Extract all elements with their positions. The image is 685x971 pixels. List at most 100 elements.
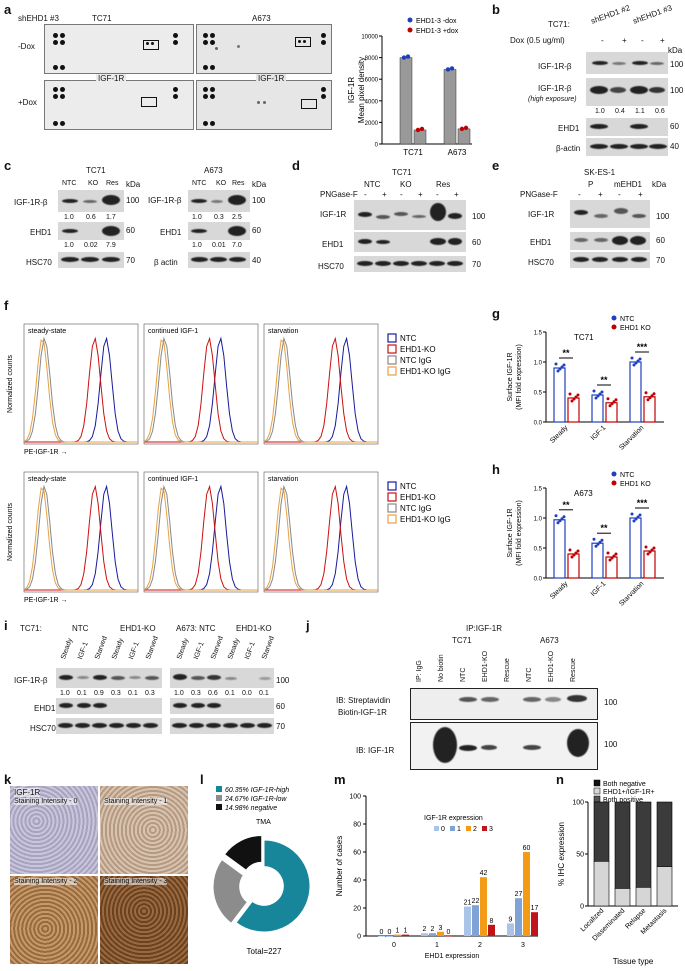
b-quant: 0.4 [615, 108, 625, 115]
c-marker: 70 [126, 256, 135, 265]
m-data-label: 3 [439, 925, 443, 932]
array-a673-plus-dox [196, 80, 332, 130]
m-ytick-label: 40 [353, 878, 361, 885]
f-condition-label: starvation [268, 476, 298, 483]
a-ylabel: IGF-1R [347, 77, 356, 103]
f-legend-swatch [387, 492, 397, 502]
f-legend-label: NTC [400, 482, 417, 491]
e-row3-label: HSC70 [528, 258, 554, 267]
h-point [568, 548, 572, 552]
h-point [592, 537, 596, 541]
m-bar [464, 906, 471, 936]
g-sig-label: ** [562, 348, 570, 358]
i-lane-label: Starved [210, 635, 225, 661]
m-legend-label: 0 [441, 826, 445, 833]
g-bar [629, 361, 642, 423]
d-marker: 60 [472, 238, 481, 247]
f-condition-label: steady-state [28, 476, 66, 483]
g-point [598, 392, 602, 396]
m-legend-swatch [434, 826, 439, 831]
c-lane: KO [88, 180, 99, 187]
m-legend-label: 3 [489, 826, 493, 833]
m-ytick-label: 60 [353, 850, 361, 857]
h-sig-label: *** [637, 498, 648, 508]
f-xlabel: PE-IGF-1R → [24, 597, 68, 604]
h-bar [553, 519, 566, 579]
i-quant: 0.3 [111, 690, 121, 697]
n-xlabel: Tissue type [613, 957, 654, 966]
h-point [648, 550, 652, 554]
i-blot-a673-ehd1 [170, 698, 274, 714]
i-ko2: EHD1-KO [236, 624, 272, 633]
d-sign: - [400, 190, 403, 199]
h-point [644, 545, 648, 549]
h-bar [591, 542, 604, 579]
a-bar [443, 69, 457, 145]
m-bar [378, 936, 385, 937]
g-xtick-label: Steady [549, 424, 570, 445]
m-xlabel: EHD1 expression [425, 953, 480, 960]
n-ytick-label: 0 [580, 904, 584, 911]
m-legend-label: 2 [473, 826, 477, 833]
i-ko: EHD1-KO [120, 624, 156, 633]
panel-label-d: d [292, 158, 300, 173]
f-legend-swatch [387, 514, 397, 524]
d-lane: KO [400, 180, 412, 189]
e-sign: - [578, 190, 581, 199]
h-point [560, 517, 564, 521]
panel-label-h: h [492, 462, 500, 477]
h-ytick-label: 0.0 [534, 577, 543, 583]
b-sh2: shEHD1 #2 [589, 3, 632, 26]
j-marker: 100 [604, 698, 618, 707]
d-blot-ehd1 [354, 232, 466, 252]
panel-label-e: e [492, 158, 500, 173]
c-blot-tc71-igf1r [58, 190, 124, 212]
d-row3-label: HSC70 [318, 262, 344, 271]
e-row1-label: IGF-1R [528, 210, 555, 219]
i-quant: 0.1 [77, 690, 87, 697]
m-data-label: 1 [396, 928, 400, 935]
n-legend-label: Both positive [603, 797, 643, 804]
f-histogram-curve [143, 484, 258, 591]
g-point [630, 356, 634, 360]
a-igf1r-box [143, 40, 159, 50]
a-row2: +Dox [18, 98, 37, 107]
c-lane: KO [216, 180, 227, 187]
b-dox: Dox (0.5 ug/ml) [510, 36, 565, 45]
f-histogram-curve [23, 484, 138, 591]
g-point [554, 362, 558, 366]
h-ytick-label: 0.5 [534, 547, 543, 553]
j-lane-label: No biotin [438, 654, 445, 682]
b-row3-label: EHD1 [558, 124, 580, 133]
j-ib2: IB: IGF-1R [356, 746, 395, 755]
c-cell1: TC71 [86, 166, 106, 175]
m-data-label: 0 [380, 929, 384, 936]
i-quant: 0.6 [208, 690, 218, 697]
i-blot-tc71-igf1r [56, 668, 162, 688]
c-marker: 100 [252, 196, 266, 205]
k-label: Staining Intensity - 2 [14, 878, 78, 885]
e-lane: P [588, 180, 594, 189]
n-legend-label: EHD1+/IGF-1R+ [603, 789, 655, 796]
c-quant: 1.7 [106, 214, 116, 221]
h-point [598, 540, 602, 544]
m-data-label: 17 [531, 905, 539, 912]
ihc-image-3 [100, 876, 188, 964]
g-legend-label: EHD1 KO [620, 325, 651, 332]
e-marker: 60 [656, 236, 665, 245]
k-label: Staining Intensity - 3 [104, 878, 168, 885]
c-marker: 100 [126, 196, 140, 205]
b-marker: 100 [670, 60, 684, 69]
c-row1-label: IGF-1R-β [148, 196, 182, 205]
a-point [463, 125, 469, 131]
h-point [600, 538, 604, 542]
l-pie-slice [235, 839, 311, 933]
h-ylabel: (MFI fold expression) [516, 500, 523, 566]
g-bar [591, 394, 604, 423]
g-point [592, 389, 596, 393]
j-ib1b: Biotin-IGF-1R [338, 708, 387, 717]
b-blot-igf1r-high [586, 78, 668, 106]
g-bar [567, 397, 580, 423]
m-data-label: 60 [523, 845, 531, 852]
h-point [576, 549, 580, 553]
